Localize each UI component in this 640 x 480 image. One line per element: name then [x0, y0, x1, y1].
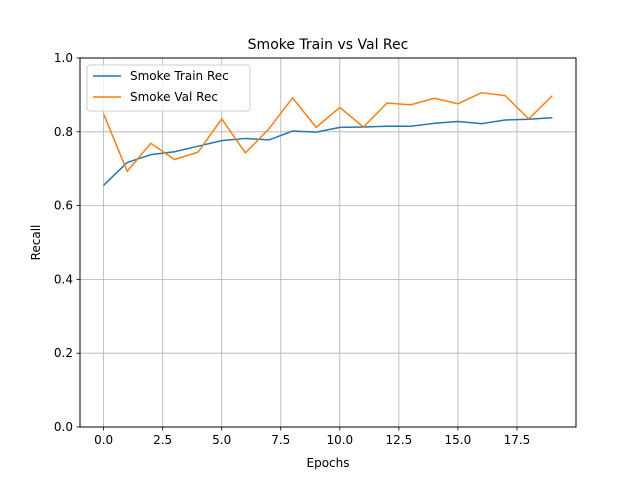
x-tick-label: 7.5 [271, 433, 290, 447]
x-tick-label: 2.5 [153, 433, 172, 447]
y-tick-label: 0.0 [54, 420, 73, 434]
y-axis-label: Recall [29, 225, 43, 261]
y-tick-label: 0.6 [54, 199, 73, 213]
y-tick-label: 0.2 [54, 346, 73, 360]
legend-box [86, 64, 251, 112]
series-lines [102, 91, 553, 186]
y-tick-label: 1.0 [54, 51, 73, 65]
axis-ticks: 0.0 2.5 5.0 7.5 10.0 12.5 15.0 17.5 0.0 0.2 0.4 0.6… [54, 51, 530, 447]
val-recall-line [102, 91, 553, 173]
plot-frame [79, 57, 577, 428]
chart-title: Smoke Train vs Val Rec [248, 37, 409, 53]
x-tick-label: 0.0 [94, 433, 113, 447]
x-tick-label: 5.0 [212, 433, 231, 447]
legend: Smoke Train Rec Smoke Val Rec [86, 64, 251, 112]
y-tick-label: 0.8 [54, 125, 73, 139]
x-axis-label: Epochs [307, 456, 350, 470]
legend-label-val: Smoke Val Rec [130, 90, 218, 104]
x-tick-label: 12.5 [385, 433, 412, 447]
x-tick-label: 15.0 [445, 433, 472, 447]
legend-label-train: Smoke Train Rec [130, 69, 229, 83]
train-recall-line [103, 117, 553, 186]
y-tick-label: 0.4 [54, 272, 73, 286]
x-tick-label: 17.5 [504, 433, 531, 447]
x-tick-label: 10.0 [326, 433, 353, 447]
